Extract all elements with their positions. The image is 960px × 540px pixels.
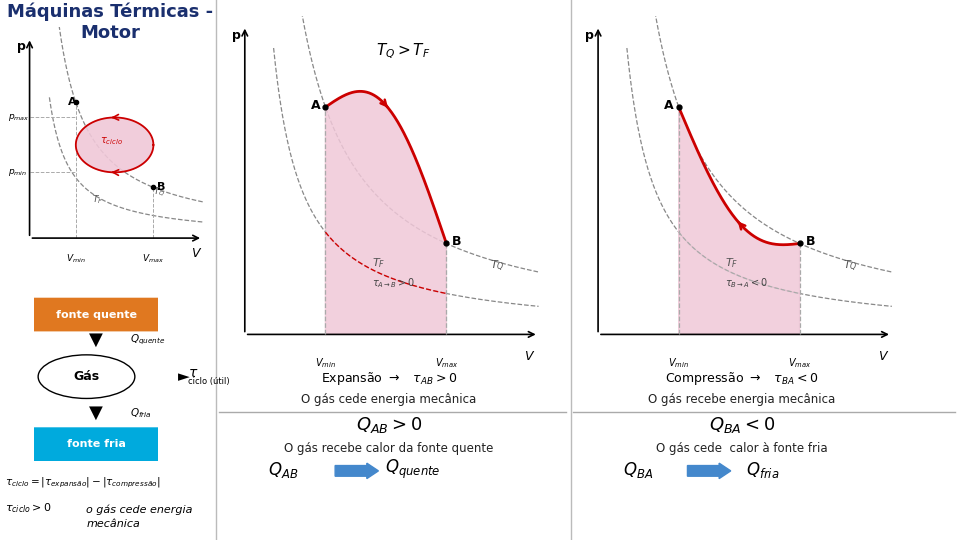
Text: B: B — [156, 183, 165, 192]
Text: $T_Q$: $T_Q$ — [490, 259, 504, 274]
Text: O gás recebe energia mecânica: O gás recebe energia mecânica — [648, 393, 836, 406]
Text: ▼: ▼ — [89, 331, 103, 349]
Text: B: B — [805, 235, 815, 248]
Text: O gás recebe calor da fonte quente: O gás recebe calor da fonte quente — [284, 442, 493, 455]
Text: $Q_{AB}$: $Q_{AB}$ — [268, 460, 299, 480]
Polygon shape — [325, 91, 446, 334]
Text: p: p — [17, 39, 26, 53]
Text: Compressão $\rightarrow$   $\tau_{BA} < 0$: Compressão $\rightarrow$ $\tau_{BA} < 0$ — [665, 370, 819, 387]
Text: $Q_{BA}$: $Q_{BA}$ — [623, 460, 654, 480]
Text: $\tau_{ciclo}$: $\tau_{ciclo}$ — [100, 135, 123, 146]
Text: $Q_{fria}$: $Q_{fria}$ — [130, 406, 152, 420]
Polygon shape — [76, 118, 154, 172]
Text: ►: ► — [178, 369, 189, 384]
Text: $\tau_{A \rightarrow B} > 0$: $\tau_{A \rightarrow B} > 0$ — [372, 276, 415, 291]
Text: O gás cede  calor à fonte fria: O gás cede calor à fonte fria — [657, 442, 828, 455]
Text: $\tau$: $\tau$ — [188, 366, 199, 380]
Text: $p_{min}$: $p_{min}$ — [8, 167, 27, 178]
Text: $T_F$: $T_F$ — [725, 256, 738, 270]
Text: o gás cede energia
mecânica: o gás cede energia mecânica — [86, 505, 193, 529]
Text: fonte quente: fonte quente — [56, 309, 136, 320]
Text: $V_{min}$: $V_{min}$ — [315, 357, 336, 370]
Text: $T_F$: $T_F$ — [372, 256, 385, 270]
Text: $V_{min}$: $V_{min}$ — [668, 357, 689, 370]
Text: $T_F$: $T_F$ — [92, 193, 104, 206]
Text: Gás: Gás — [73, 370, 100, 383]
Text: $\tau_{ciclo} = |\tau_{expansão}| - |\tau_{compressão}|$: $\tau_{ciclo} = |\tau_{expansão}| - |\ta… — [5, 475, 160, 490]
Text: $T_Q$: $T_Q$ — [843, 259, 857, 274]
Text: $V_{max}$: $V_{max}$ — [142, 253, 164, 265]
Polygon shape — [679, 107, 800, 334]
Text: $\tau_{ciclo} > 0$: $\tau_{ciclo} > 0$ — [5, 501, 52, 515]
Text: Expansão $\rightarrow$   $\tau_{AB} > 0$: Expansão $\rightarrow$ $\tau_{AB} > 0$ — [321, 370, 457, 387]
Text: $Q_{quente}$: $Q_{quente}$ — [385, 458, 441, 481]
Text: $Q_{AB} > 0$: $Q_{AB} > 0$ — [356, 415, 421, 435]
Text: $T_Q > T_F$: $T_Q > T_F$ — [376, 42, 430, 61]
Text: Máquinas Térmicas -: Máquinas Térmicas - — [8, 3, 213, 21]
Text: fonte fria: fonte fria — [66, 439, 126, 449]
Text: ciclo (útil): ciclo (útil) — [188, 377, 229, 386]
Text: $Q_{quente}$: $Q_{quente}$ — [130, 333, 165, 347]
Text: $Q_{BA} < 0$: $Q_{BA} < 0$ — [709, 415, 775, 435]
FancyArrow shape — [687, 463, 731, 478]
Text: O gás cede energia mecânica: O gás cede energia mecânica — [301, 393, 476, 406]
Text: $V_{max}$: $V_{max}$ — [435, 357, 458, 370]
Text: $p_{max}$: $p_{max}$ — [8, 112, 30, 123]
Text: $V_{min}$: $V_{min}$ — [66, 253, 85, 265]
Text: V: V — [877, 350, 886, 363]
Text: V: V — [191, 247, 200, 260]
FancyBboxPatch shape — [30, 298, 162, 332]
Text: ▼: ▼ — [89, 403, 103, 421]
FancyBboxPatch shape — [30, 427, 162, 461]
Text: A: A — [311, 99, 321, 112]
Text: $V_{max}$: $V_{max}$ — [788, 357, 811, 370]
Text: $T_Q$: $T_Q$ — [154, 185, 166, 198]
Text: $\tau_{B \rightarrow A} < 0$: $\tau_{B \rightarrow A} < 0$ — [725, 276, 768, 291]
Text: A: A — [67, 97, 76, 107]
Text: B: B — [452, 235, 462, 248]
Text: Motor: Motor — [81, 24, 140, 42]
Text: p: p — [231, 29, 241, 42]
Text: $Q_{fria}$: $Q_{fria}$ — [747, 460, 780, 480]
Text: p: p — [585, 29, 594, 42]
Text: V: V — [524, 350, 533, 363]
FancyArrow shape — [335, 463, 378, 478]
Text: A: A — [664, 99, 674, 112]
Ellipse shape — [38, 355, 134, 399]
